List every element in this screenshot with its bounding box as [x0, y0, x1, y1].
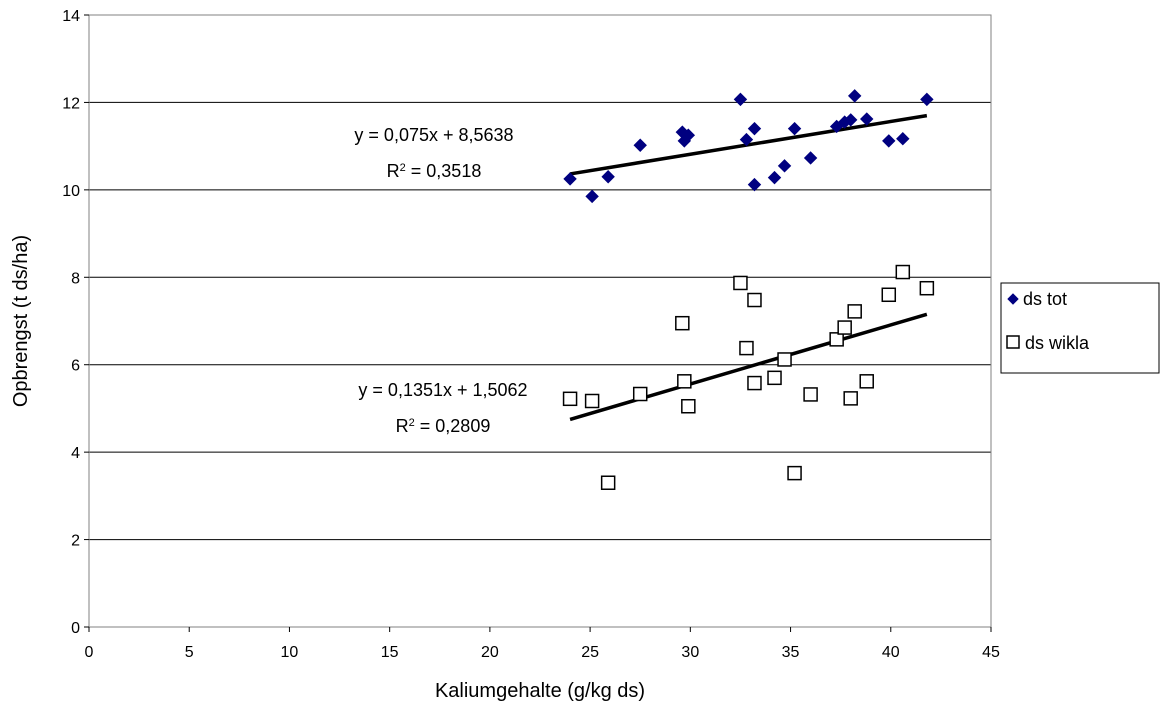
data-point-ds-tot	[847, 89, 862, 103]
data-point-ds-wikla	[681, 398, 696, 414]
data-point-ds-tot	[585, 189, 599, 204]
data-point-ds-wikla	[677, 374, 692, 389]
trendline	[569, 312, 928, 422]
trendline-r2-ds-wikla: R2 = 0,2809	[396, 416, 491, 436]
legend-marker-ds-tot	[1007, 293, 1019, 305]
y-tick-label: 10	[62, 183, 80, 200]
x-tick-label: 45	[982, 644, 1000, 661]
y-axis-title: Opbrengst (t ds/ha)	[10, 235, 32, 407]
data-point-ds-wikla	[895, 264, 911, 280]
data-point-ds-tot	[787, 121, 802, 136]
y-tick-label: 6	[71, 358, 80, 375]
data-point-ds-wikla	[747, 375, 762, 391]
legend-marker-ds-wikla	[1006, 335, 1020, 349]
data-point-ds-tot	[739, 132, 754, 147]
trendline-equation-ds-tot: y = 0,075x + 8,5638	[354, 125, 513, 145]
data-point-ds-wikla	[837, 320, 852, 335]
data-point-ds-tot	[733, 92, 748, 107]
trendlines	[569, 113, 928, 422]
data-point-ds-tot	[681, 128, 696, 142]
data-point-ds-tot	[896, 132, 910, 146]
legend-label-ds-tot: ds tot	[1023, 289, 1067, 309]
data-point-ds-tot	[601, 170, 615, 184]
data-point-ds-wikla	[881, 287, 897, 303]
y-axis-ticks: 0 2 4 6 8 10 12 14	[62, 8, 89, 637]
data-point-ds-wikla	[675, 315, 690, 331]
data-point-ds-wikla	[600, 475, 616, 490]
data-point-ds-wikla	[919, 280, 935, 296]
data-point-ds-tot	[633, 138, 647, 152]
x-tick-label: 40	[882, 644, 900, 661]
data-point-ds-tot	[843, 113, 858, 127]
data-point-ds-wikla	[777, 352, 792, 367]
trendline-equation-ds-wikla: y = 0,1351x + 1,5062	[358, 380, 527, 400]
legend-label-ds-wikla: ds wikla	[1025, 333, 1090, 353]
plot-area	[88, 14, 992, 628]
x-tick-label: 25	[581, 644, 599, 661]
y-tick-label: 0	[71, 620, 80, 637]
data-point-ds-tot	[860, 112, 874, 126]
data-point-ds-wikla	[787, 465, 802, 481]
y-tick-label: 4	[71, 445, 80, 462]
x-tick-label: 10	[281, 644, 299, 661]
data-point-ds-wikla	[803, 387, 818, 402]
data-point-ds-wikla	[847, 304, 862, 319]
data-point-ds-tot	[747, 121, 762, 136]
x-tick-label: 0	[85, 644, 94, 661]
trendline	[569, 113, 928, 176]
data-point-ds-wikla	[859, 374, 874, 389]
data-point-ds-wikla	[767, 370, 782, 386]
data-point-ds-tot	[563, 172, 577, 186]
data-point-ds-wikla	[739, 340, 754, 356]
data-point-ds-wikla	[584, 393, 600, 409]
x-axis-ticks: 0 5 10 15 20 25 30 35 40 45	[85, 627, 1000, 661]
legend: ds tot ds wikla	[1000, 282, 1160, 374]
x-axis-title: Kaliumgehalte (g/kg ds)	[435, 680, 645, 702]
data-point-ds-tot	[920, 92, 934, 107]
legend-box	[1000, 282, 1160, 374]
data-point-ds-tot	[882, 134, 896, 148]
x-tick-label: 5	[185, 644, 194, 661]
data-point-ds-tot	[777, 159, 792, 173]
data-point-ds-tot	[803, 151, 818, 165]
data-point-ds-tot	[767, 170, 782, 185]
x-tick-label: 30	[681, 644, 699, 661]
data-point-ds-wikla	[747, 292, 762, 308]
x-tick-label: 15	[381, 644, 399, 661]
y-tick-label: 2	[71, 533, 80, 550]
y-tick-label: 12	[62, 95, 80, 112]
gridlines	[89, 101, 991, 541]
data-point-ds-wikla	[562, 391, 578, 407]
data-point-ds-wikla	[843, 391, 858, 406]
y-tick-label: 8	[71, 270, 80, 287]
data-point-ds-wikla	[733, 275, 748, 291]
data-points	[562, 89, 935, 490]
data-point-ds-wikla	[829, 332, 844, 347]
data-point-ds-wikla	[632, 386, 648, 402]
trendline-r2-ds-tot: R2 = 0,3518	[387, 161, 482, 181]
data-point-ds-tot	[747, 177, 762, 192]
x-tick-label: 35	[782, 644, 800, 661]
y-tick-label: 14	[62, 8, 80, 25]
x-tick-label: 20	[481, 644, 499, 661]
